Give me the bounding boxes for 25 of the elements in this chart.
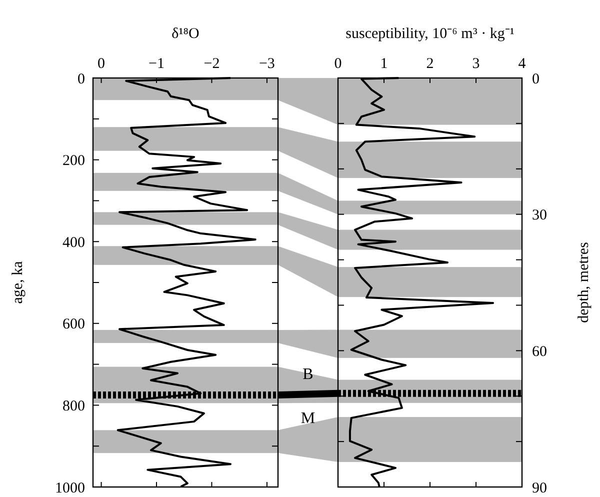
y-tick-label: 200 — [62, 153, 85, 170]
y2-axis-title: depth, metres — [576, 242, 592, 323]
text: M — [300, 410, 316, 427]
text: B — [302, 366, 314, 383]
y-tick-label: 400 — [62, 234, 85, 251]
x-axis-title: susceptibility, 10⁻⁶ m³ · kg⁻¹ — [346, 26, 514, 42]
x-axis-title: δ¹⁸O — [172, 26, 200, 42]
y-tick-label: 1000 — [55, 480, 85, 496]
y2-tick-label: 60 — [532, 344, 547, 360]
x-tick-label: 0 — [334, 56, 342, 72]
x-tick-label: 4 — [518, 56, 526, 72]
y-tick-label: 0 — [78, 71, 85, 88]
x-tick-label: −2 — [204, 56, 220, 72]
y2-tick-label: 0 — [532, 71, 540, 88]
x-tick-label: 2 — [426, 56, 434, 72]
y-tick-label: 600 — [62, 316, 85, 333]
x-tick-label: 3 — [472, 56, 480, 72]
x-tick-label: −1 — [148, 56, 164, 72]
x-tick-label: −3 — [258, 56, 275, 72]
y-tick-label: 800 — [62, 398, 85, 414]
y2-tick-label: 30 — [532, 208, 547, 224]
x-tick-label: 0 — [98, 56, 106, 72]
y2-tick-label: 90 — [532, 480, 547, 496]
y-axis-title: age, ka — [10, 260, 26, 304]
x-tick-label: 1 — [380, 56, 388, 72]
